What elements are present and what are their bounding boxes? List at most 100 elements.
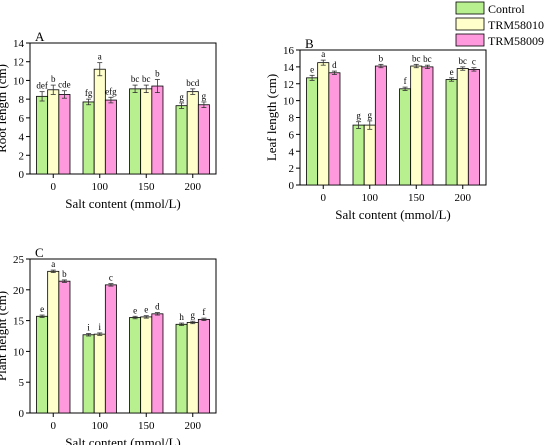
significance-letter: g (356, 111, 361, 121)
bar-trm58010-0 (47, 270, 60, 414)
bar-trm58009-200 (197, 318, 210, 414)
significance-letter: d (332, 60, 337, 70)
x-tick-label: 0 (51, 181, 57, 193)
x-axis-label: Salt content (mmol/L) (335, 207, 451, 222)
y-tick-label: 16 (283, 45, 295, 57)
significance-letter: h (179, 312, 184, 322)
bar-trm58010-150 (140, 316, 153, 414)
y-tick-label: 0 (19, 408, 25, 420)
bar-control-150 (399, 88, 412, 186)
panel-label: A (35, 29, 45, 44)
legend-label-trm58009: TRM58009 (488, 34, 544, 48)
x-tick-label: 200 (185, 181, 202, 193)
y-tick-label: 15 (13, 316, 25, 328)
y-tick-label: 6 (289, 129, 295, 141)
bar-trm58009-150 (421, 66, 434, 186)
bar-trm58010-150 (140, 88, 153, 175)
y-tick-label: 10 (13, 75, 25, 87)
bar-trm58010-150 (410, 65, 423, 186)
bar-trm58009-0 (58, 94, 71, 175)
bar-control-200 (445, 79, 458, 186)
y-tick-label: 12 (283, 79, 294, 91)
panel-label: C (35, 245, 44, 260)
significance-letter: def (36, 81, 48, 91)
plot-frame (29, 42, 217, 175)
significance-letter: b (379, 53, 384, 63)
bar-trm58010-0 (47, 89, 60, 175)
significance-letter: i (87, 323, 90, 333)
legend-label-control: Control (488, 2, 525, 16)
plot-frame (29, 258, 217, 414)
bar-trm58009-200 (197, 104, 210, 175)
bar-control-0 (306, 77, 319, 186)
significance-letter: a (98, 52, 102, 62)
significance-letter: f (404, 76, 407, 86)
significance-letter: c (109, 273, 113, 283)
significance-letter: i (98, 322, 101, 332)
significance-letter: e (450, 67, 454, 77)
significance-letter: b (62, 269, 67, 279)
x-tick-label: 100 (362, 192, 379, 204)
y-tick-label: 0 (289, 180, 295, 192)
y-tick-label: 5 (19, 377, 25, 389)
bar-control-0 (36, 315, 49, 414)
significance-letter: e (133, 305, 137, 315)
significance-letter: g (191, 310, 196, 320)
x-tick-label: 100 (92, 420, 109, 432)
significance-letter: bcd (186, 78, 199, 88)
x-axis-label: Salt content (mmol/L) (65, 196, 181, 211)
y-axis-label: Leaf length (cm) (264, 74, 279, 161)
y-tick-label: 10 (13, 346, 25, 358)
significance-letter: c (472, 57, 476, 67)
significance-letter: d (155, 302, 160, 312)
bar-trm58010-100 (363, 124, 376, 186)
y-tick-label: 25 (13, 254, 25, 266)
significance-letter: fg (85, 88, 93, 98)
significance-letter: f (202, 307, 205, 317)
significance-letter: g (202, 91, 207, 101)
significance-letter: bc (412, 53, 421, 63)
x-tick-label: 150 (138, 420, 155, 432)
legend: Control TRM58010 TRM58009 (455, 1, 544, 48)
x-tick-label: 100 (92, 181, 109, 193)
y-tick-label: 2 (289, 163, 295, 175)
significance-letter: bc (459, 56, 468, 66)
bar-control-150 (129, 88, 142, 175)
significance-letter: e (144, 305, 148, 315)
x-axis-label: Salt content (mmol/L) (65, 435, 181, 445)
significance-letter: a (321, 49, 325, 59)
bar-trm58009-200 (467, 69, 480, 186)
significance-letter: g (368, 110, 373, 120)
bar-control-100 (352, 124, 365, 186)
bar-control-100 (82, 101, 95, 175)
bar-control-200 (175, 105, 188, 175)
bar-control-200 (175, 323, 188, 414)
bar-control-0 (36, 95, 49, 175)
x-tick-label: 150 (408, 192, 425, 204)
significance-letter: bc (142, 74, 151, 84)
bar-trm58009-0 (58, 280, 71, 414)
y-tick-label: 8 (19, 94, 25, 106)
significance-letter: bc (423, 54, 432, 64)
y-tick-label: 20 (13, 285, 25, 297)
bar-trm58010-100 (93, 68, 106, 175)
y-axis-label: Plant height (cm) (0, 291, 9, 381)
significance-letter: cde (58, 80, 71, 90)
x-tick-label: 0 (51, 420, 57, 432)
significance-letter: a (51, 259, 55, 269)
bar-trm58009-0 (328, 72, 341, 186)
bar-trm58010-200 (186, 322, 199, 414)
bar-trm58009-150 (151, 313, 164, 414)
y-tick-label: 14 (283, 62, 295, 74)
bar-control-150 (129, 317, 142, 414)
y-tick-label: 14 (13, 38, 25, 50)
bar-control-100 (82, 334, 95, 414)
y-tick-label: 4 (19, 132, 25, 144)
y-tick-label: 12 (13, 57, 24, 69)
x-tick-label: 200 (455, 192, 472, 204)
